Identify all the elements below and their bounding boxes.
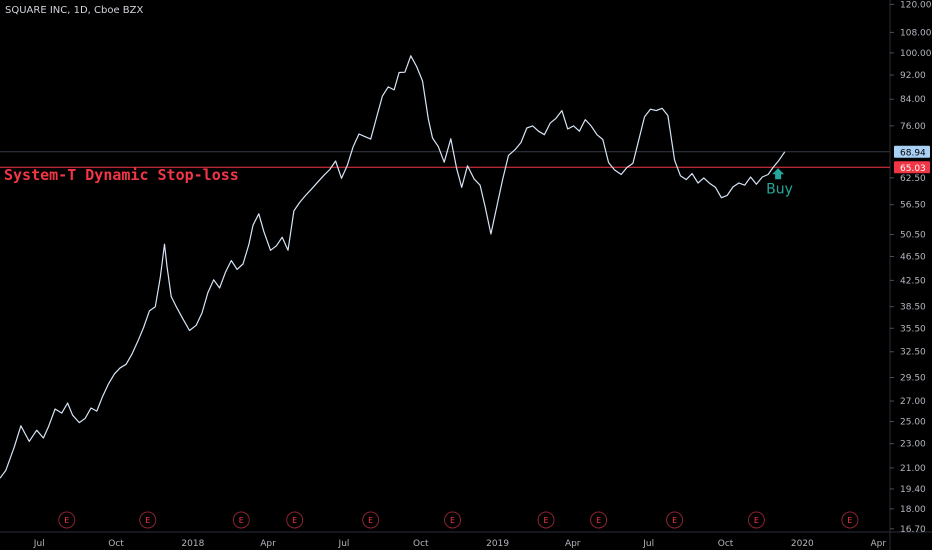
y-tick-label: 84.00 bbox=[900, 95, 926, 105]
y-tick-label: 21.00 bbox=[900, 464, 926, 474]
x-tick-label: Apr bbox=[260, 539, 276, 549]
x-tick-label: 2019 bbox=[486, 539, 509, 549]
earnings-marker-label: E bbox=[672, 516, 677, 525]
earnings-marker[interactable] bbox=[286, 511, 304, 529]
stop-loss-label: System-T Dynamic Stop-loss bbox=[4, 166, 239, 184]
y-tick-label: 29.50 bbox=[900, 373, 926, 383]
horizontal-lines bbox=[0, 151, 890, 168]
x-tick-label: 2018 bbox=[181, 539, 204, 549]
earnings-marker[interactable] bbox=[537, 511, 555, 529]
earnings-marker[interactable] bbox=[58, 511, 76, 529]
y-tick-label: 56.50 bbox=[900, 201, 926, 211]
earnings-marker[interactable] bbox=[232, 511, 250, 529]
buy-signal: Buy bbox=[766, 168, 793, 197]
earnings-marker[interactable] bbox=[747, 511, 765, 529]
stop-loss-badge bbox=[894, 161, 930, 174]
earnings-marker-label: E bbox=[292, 516, 297, 525]
earnings-marker[interactable] bbox=[139, 511, 157, 529]
earnings-marker-label: E bbox=[847, 516, 852, 525]
stop-loss-badge-label: 65.03 bbox=[900, 164, 926, 174]
x-tick-label: Jul bbox=[338, 539, 350, 549]
earnings-marker[interactable] bbox=[362, 511, 380, 529]
earnings-marker-label: E bbox=[754, 516, 759, 525]
earnings-marker[interactable] bbox=[590, 511, 608, 529]
y-tick-label: 100.00 bbox=[900, 49, 932, 59]
earnings-marker-label: E bbox=[596, 516, 601, 525]
x-tick-label: Apr bbox=[565, 539, 581, 549]
x-tick-label: Oct bbox=[108, 539, 124, 549]
price-line bbox=[0, 55, 786, 479]
x-tick-label: Jul bbox=[33, 539, 45, 549]
buy-label: Buy bbox=[766, 181, 793, 197]
y-tick-label: 76.00 bbox=[900, 122, 926, 132]
y-tick-label: 38.50 bbox=[900, 303, 926, 313]
y-tick-label: 16.70 bbox=[900, 525, 926, 535]
y-tick-label: 46.50 bbox=[900, 252, 926, 262]
y-tick-label: 120.00 bbox=[900, 0, 932, 10]
earnings-marker[interactable] bbox=[666, 511, 684, 529]
price-axis[interactable]: 120.00 108.00 100.00 92.00 84.00 76.00 62.50 56… bbox=[890, 0, 932, 535]
y-tick-label: 35.50 bbox=[900, 324, 926, 334]
y-tick-label: 25.00 bbox=[900, 418, 926, 428]
y-tick-label: 108.00 bbox=[900, 28, 932, 38]
x-tick-label: Oct bbox=[718, 539, 734, 549]
price-badges: 68.94 65.03 bbox=[894, 145, 930, 174]
earnings-marker-label: E bbox=[145, 516, 150, 525]
y-tick-label: 50.50 bbox=[900, 231, 926, 241]
x-tick-label: Jul bbox=[642, 539, 654, 549]
x-tick-label: Apr bbox=[871, 539, 887, 549]
buy-arrow-icon bbox=[772, 168, 785, 180]
chart-title: SQUARE INC, 1D, Cboe BZX bbox=[5, 5, 144, 16]
earnings-marker[interactable] bbox=[841, 511, 859, 529]
y-tick-label: 42.50 bbox=[900, 276, 926, 286]
x-tick-label: 2020 bbox=[791, 539, 814, 549]
earnings-marker-label: E bbox=[239, 516, 244, 525]
y-tick-label: 27.00 bbox=[900, 397, 926, 407]
y-tick-label: 23.00 bbox=[900, 440, 926, 450]
y-tick-label: 32.50 bbox=[900, 348, 926, 358]
x-tick-label: Oct bbox=[413, 539, 429, 549]
earnings-marker-label: E bbox=[368, 516, 373, 525]
earnings-marker[interactable] bbox=[444, 511, 462, 529]
earnings-marker-label: E bbox=[543, 516, 548, 525]
time-axis[interactable]: Jul Oct 2018 Apr Jul Oct 2019 Apr Jul Oct 2020 Apr bbox=[33, 539, 887, 549]
earnings-marker-label: E bbox=[450, 516, 455, 525]
y-tick-label: 18.00 bbox=[900, 505, 926, 515]
y-tick-label: 92.00 bbox=[900, 71, 926, 81]
y-tick-label: 19.40 bbox=[900, 485, 926, 495]
last-price-badge bbox=[894, 145, 930, 158]
earnings-marker-label: E bbox=[64, 516, 69, 525]
y-tick-label: 62.50 bbox=[900, 174, 926, 184]
last-price-badge-label: 68.94 bbox=[900, 148, 926, 158]
